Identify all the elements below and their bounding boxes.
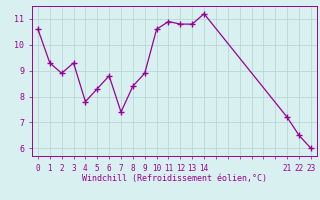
X-axis label: Windchill (Refroidissement éolien,°C): Windchill (Refroidissement éolien,°C) — [82, 174, 267, 183]
